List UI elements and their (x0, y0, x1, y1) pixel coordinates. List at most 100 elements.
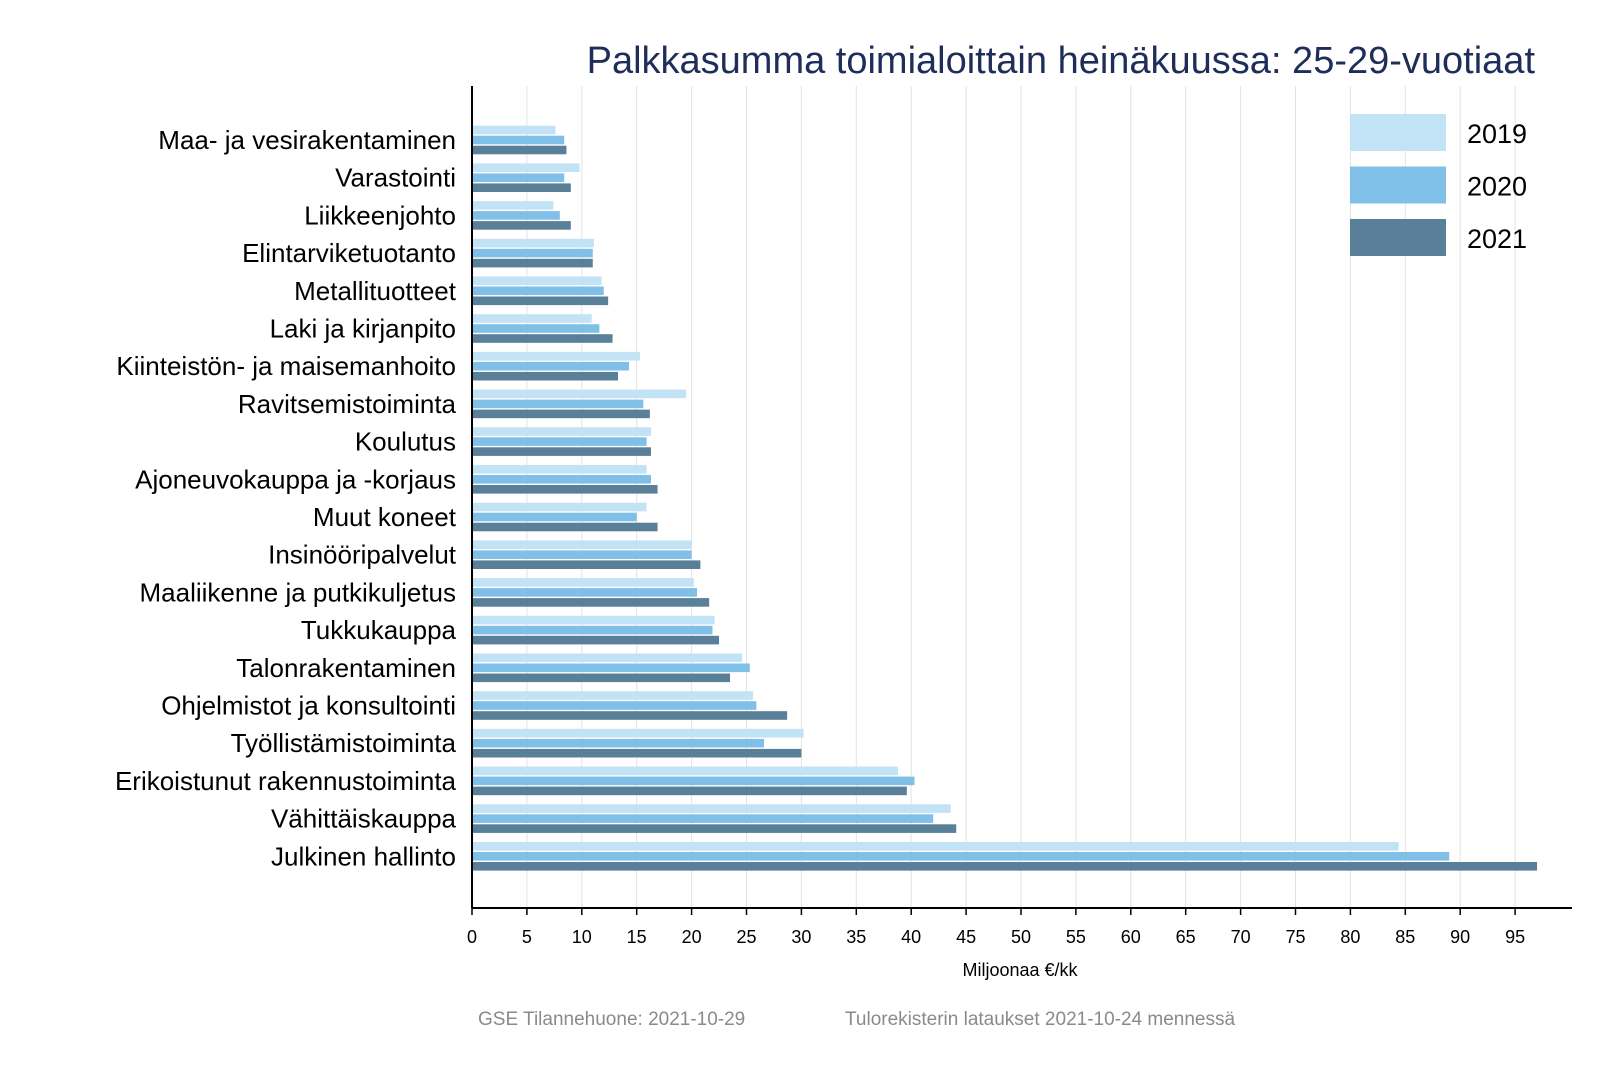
bar-2019 (472, 163, 580, 172)
bar-2021 (472, 371, 619, 381)
x-tick-label: 10 (572, 927, 592, 947)
bar-2021 (472, 258, 593, 268)
bar-2021 (472, 522, 658, 532)
category-label: Maa- ja vesirakentaminen (158, 125, 456, 155)
x-tick-label: 50 (1011, 927, 1031, 947)
bar-2021 (472, 786, 907, 796)
bar-2019 (472, 238, 594, 248)
bar-2021 (472, 862, 1538, 871)
x-tick-label: 75 (1285, 927, 1305, 947)
bar-2019 (472, 389, 687, 399)
bar-2020 (472, 550, 692, 559)
category-label: Metallituotteet (294, 276, 457, 306)
x-tick-label: 90 (1450, 927, 1470, 947)
bar-2021 (472, 409, 650, 419)
bar-2020 (472, 625, 713, 635)
bar-2019 (472, 804, 951, 813)
category-label: Ravitsemistoiminta (238, 389, 457, 419)
bar-2021 (472, 334, 613, 343)
category-label: Työllistämistoiminta (231, 728, 457, 758)
x-tick-label: 70 (1231, 927, 1251, 947)
bar-2021 (472, 145, 567, 155)
bar-2019 (472, 766, 899, 776)
x-tick-label: 55 (1066, 927, 1086, 947)
bar-2020 (472, 663, 750, 673)
category-label: Varastointi (335, 163, 456, 193)
category-label: Ajoneuvokauppa ja -korjaus (135, 464, 456, 494)
bar-2020 (472, 814, 934, 823)
bar-2021 (472, 560, 701, 569)
bar-2019 (472, 502, 647, 512)
x-tick-label: 40 (901, 927, 921, 947)
bar-2020 (472, 324, 600, 333)
bar-2021 (472, 711, 788, 720)
axes (471, 86, 1572, 909)
bar-2019 (472, 578, 694, 587)
bar-2020 (472, 286, 604, 296)
category-label: Julkinen hallinto (271, 841, 456, 871)
category-label: Maaliikenne ja putkikuljetus (139, 577, 456, 607)
category-label: Liikkeenjohto (304, 200, 456, 230)
bar-2021 (472, 485, 658, 494)
footer-source: GSE Tilannehuone: 2021-10-29 (478, 1009, 745, 1030)
bar-2019 (472, 842, 1399, 851)
bar-2020 (472, 738, 765, 748)
category-label: Talonrakentaminen (236, 653, 456, 683)
bar-2021 (472, 598, 710, 607)
category-label: Ohjelmistot ja konsultointi (161, 691, 456, 721)
bar-2020 (472, 248, 593, 258)
bar-2020 (472, 437, 647, 446)
x-tick-label: 5 (522, 927, 532, 947)
x-tick-label: 0 (467, 927, 477, 947)
legend-swatch-2019 (1350, 114, 1446, 151)
x-tick-label: 65 (1176, 927, 1196, 947)
category-label: Koulutus (355, 427, 456, 457)
bar-2019 (472, 540, 692, 549)
bar-2020 (472, 776, 915, 786)
bar-2021 (472, 635, 720, 645)
category-label: Kiinteistön- ja maisemanhoito (116, 351, 456, 381)
bar-2020 (472, 399, 644, 409)
bar-2020 (472, 588, 698, 597)
x-ticks: 0 5 10 15 20 25 30 35 40 45 50 55 60 65 70 75 80 85 90 95 (467, 908, 1525, 947)
x-tick-label: 20 (682, 927, 702, 947)
x-tick-label: 85 (1395, 927, 1415, 947)
bar-2019 (472, 276, 602, 286)
legend: 2019 2020 2021 (1350, 114, 1527, 256)
category-label: Muut koneet (313, 502, 457, 532)
x-tick-label: 80 (1340, 927, 1360, 947)
bar-2019 (472, 691, 754, 700)
bar-2019 (472, 351, 640, 361)
bar-2020 (472, 701, 757, 710)
category-label: Elintarviketuotanto (242, 238, 456, 268)
bar-2021 (472, 673, 731, 683)
x-tick-label: 35 (846, 927, 866, 947)
bar-2019 (472, 465, 647, 474)
legend-label-2020: 2020 (1467, 172, 1527, 202)
bar-2020 (472, 852, 1450, 861)
x-tick-label: 45 (956, 927, 976, 947)
category-label: Tukkukauppa (301, 615, 457, 645)
bar-2021 (472, 824, 957, 833)
bar-2019 (472, 728, 804, 738)
bar-2021 (472, 447, 651, 456)
footer-note: Tulorekisterin lataukset 2021-10-24 menn… (845, 1009, 1235, 1030)
bar-2019 (472, 615, 715, 625)
category-label: Insinööripalvelut (268, 540, 457, 570)
category-label: Erikoistunut rakennustoiminta (115, 766, 457, 796)
category-labels: Maa- ja vesirakentaminen Varastointi Liikk… (115, 125, 457, 871)
bar-2019 (472, 427, 651, 436)
bar-2021 (472, 221, 571, 230)
legend-swatch-2020 (1350, 166, 1446, 204)
x-tick-label: 30 (791, 927, 811, 947)
bar-2020 (472, 512, 637, 522)
bar-2021 (472, 183, 571, 192)
bar-2019 (472, 653, 743, 663)
x-axis-label: Miljoonaa €/kk (962, 960, 1078, 980)
legend-label-2021: 2021 (1467, 224, 1527, 254)
legend-label-2019: 2019 (1467, 119, 1527, 149)
gridlines (526, 86, 1516, 908)
bar-2020 (472, 173, 565, 182)
bars (472, 125, 1538, 871)
